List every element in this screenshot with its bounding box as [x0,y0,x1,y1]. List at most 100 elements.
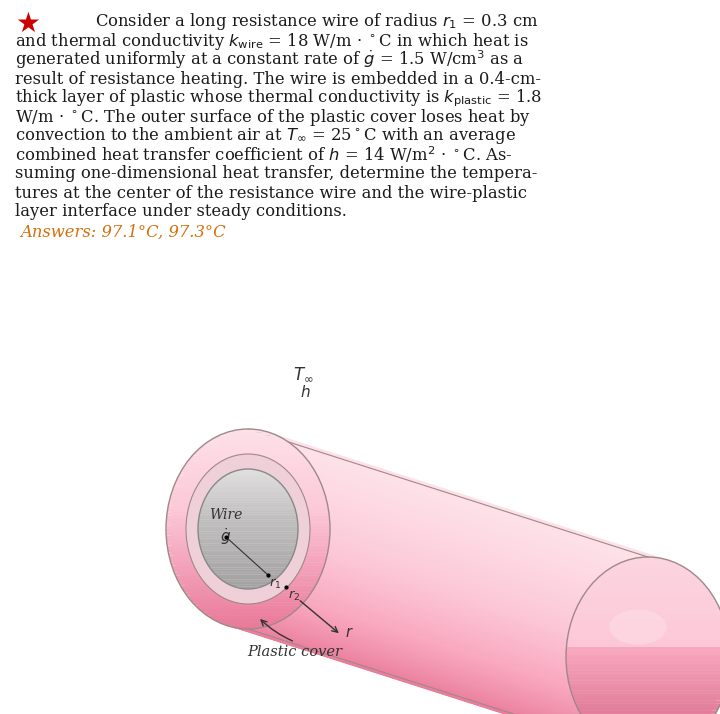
Polygon shape [182,589,714,714]
Polygon shape [210,488,287,491]
Polygon shape [173,569,323,573]
Polygon shape [199,538,297,541]
Polygon shape [205,560,291,563]
Polygon shape [169,501,720,630]
Polygon shape [174,571,720,700]
Polygon shape [177,479,719,607]
Polygon shape [248,629,648,714]
Polygon shape [570,623,720,627]
Text: convection to the ambient air at $T_\infty$ = 25$^\circ$C with an average: convection to the ambient air at $T_\inf… [15,126,516,146]
Polygon shape [566,650,720,653]
Polygon shape [171,563,325,565]
Polygon shape [179,584,716,712]
Polygon shape [571,690,720,694]
Polygon shape [173,489,720,617]
Polygon shape [199,609,697,714]
Polygon shape [170,496,326,499]
Text: W/m $\cdot$ $^\circ$C. The outer surface of the plastic cover loses heat by: W/m $\cdot$ $^\circ$C. The outer surface… [15,106,531,128]
Polygon shape [171,565,324,569]
Polygon shape [204,614,691,714]
Polygon shape [204,498,292,501]
Polygon shape [580,597,716,600]
Polygon shape [582,593,714,597]
Polygon shape [213,572,283,575]
Polygon shape [224,582,271,584]
Polygon shape [567,667,720,670]
Polygon shape [212,619,284,623]
Polygon shape [173,486,323,489]
Polygon shape [168,503,328,506]
Polygon shape [166,539,720,667]
Polygon shape [207,439,289,443]
Polygon shape [227,429,269,433]
Polygon shape [228,584,268,587]
Text: layer interface under steady conditions.: layer interface under steady conditions. [15,203,347,221]
Polygon shape [202,443,293,446]
Polygon shape [198,531,298,534]
Polygon shape [192,456,704,585]
Polygon shape [208,491,288,493]
Text: result of resistance heating. The wire is embedded in a 0.4-cm-: result of resistance heating. The wire i… [15,71,541,88]
Polygon shape [176,481,720,610]
Polygon shape [184,463,312,466]
Polygon shape [203,501,293,503]
Polygon shape [208,441,688,570]
Polygon shape [166,541,720,670]
Text: thick layer of plastic whose thermal conductivity is $k_{\rm plastic}$ = 1.8: thick layer of plastic whose thermal con… [15,87,541,109]
Polygon shape [194,454,702,582]
Polygon shape [198,524,298,527]
Ellipse shape [186,454,310,604]
Polygon shape [166,526,720,655]
Polygon shape [187,459,309,463]
Polygon shape [168,553,328,555]
Polygon shape [195,605,301,609]
Polygon shape [199,515,297,517]
Polygon shape [210,568,287,570]
Polygon shape [577,707,719,710]
Polygon shape [168,506,720,635]
Polygon shape [169,556,720,685]
Polygon shape [198,527,298,529]
Polygon shape [166,526,330,529]
Polygon shape [199,536,297,538]
Polygon shape [170,499,720,627]
Polygon shape [187,461,708,590]
Polygon shape [221,579,275,582]
Polygon shape [599,573,697,577]
Polygon shape [199,541,297,543]
Polygon shape [212,439,684,567]
Polygon shape [173,569,720,697]
Polygon shape [569,684,720,687]
Polygon shape [177,476,319,479]
Polygon shape [575,607,720,610]
Polygon shape [234,469,262,471]
Polygon shape [169,499,327,503]
Polygon shape [573,613,720,617]
Polygon shape [166,536,330,539]
Polygon shape [174,573,322,575]
Polygon shape [166,534,720,662]
Polygon shape [219,433,277,436]
Polygon shape [579,710,717,714]
Polygon shape [200,510,296,512]
Polygon shape [221,476,275,478]
Polygon shape [572,694,720,697]
Text: ★: ★ [16,10,40,38]
Polygon shape [208,616,688,714]
Text: $h$: $h$ [300,384,310,400]
Polygon shape [228,471,268,474]
Text: Answers: 97.1°C, 97.3°C: Answers: 97.1°C, 97.3°C [20,223,225,241]
Polygon shape [166,531,720,660]
Polygon shape [587,587,709,590]
Polygon shape [177,579,319,583]
Text: and thermal conductivity $k_{\rm wire}$ = 18 W/m $\cdot$ $^\circ$C in which heat: and thermal conductivity $k_{\rm wire}$ … [15,31,528,51]
Polygon shape [199,543,297,545]
Polygon shape [230,626,666,714]
Polygon shape [167,545,329,549]
Polygon shape [179,474,716,602]
Polygon shape [179,476,718,605]
Polygon shape [175,574,720,702]
Polygon shape [199,512,297,515]
Polygon shape [207,493,289,496]
Polygon shape [603,570,693,573]
